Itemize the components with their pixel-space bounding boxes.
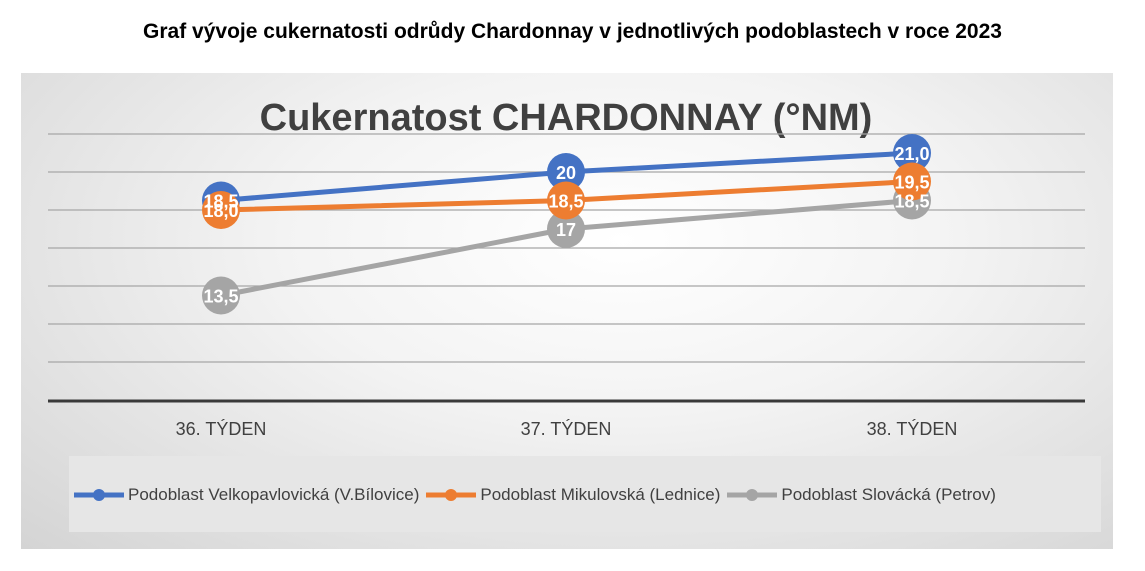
data-label: 13,5: [203, 287, 238, 307]
legend: [69, 456, 1101, 532]
legend-item: Podoblast Mikulovská (Lednice): [424, 485, 720, 505]
legend-swatch: [426, 489, 477, 501]
legend-swatch-marker: [746, 489, 759, 501]
data-label: 17: [556, 220, 576, 240]
page-title: Graf vývoje cukernatosti odrůdy Chardonn…: [143, 20, 1002, 43]
data-point: [202, 276, 240, 315]
x-tick-label: 36. TÝDEN: [176, 419, 267, 439]
data-label: 18,5: [548, 192, 583, 212]
data-label: 18,5: [203, 192, 238, 212]
x-tick-label: 38. TÝDEN: [867, 419, 958, 439]
data-label: 18,5: [894, 192, 929, 212]
legend-item: Podoblast Slovácká (Petrov): [725, 485, 996, 505]
series-layer: [202, 134, 931, 315]
data-label: 20: [556, 163, 576, 183]
legend-label: Podoblast Slovácká (Petrov): [781, 485, 996, 504]
legend-swatch-marker: [445, 489, 458, 501]
data-point: [202, 191, 240, 229]
legend-entries: Podoblast Velkopavlovická (V.Bílovice) Po…: [72, 483, 1001, 507]
data-point: [547, 153, 585, 191]
data-label: 19,5: [894, 173, 929, 193]
legend-label: Podoblast Velkopavlovická (V.Bílovice): [128, 485, 420, 504]
data-point: [893, 162, 931, 201]
data-point: [547, 210, 585, 248]
legend-swatch: [74, 489, 124, 501]
legend-label: Podoblast Mikulovská (Lednice): [480, 485, 721, 504]
data-label: 21,0: [894, 144, 929, 164]
legend-swatch-marker: [93, 489, 105, 501]
data-point: [547, 181, 585, 220]
data-label: 18,0: [203, 201, 238, 221]
legend-swatch: [727, 489, 778, 501]
chart-title: Cukernatost CHARDONNAY (°NM): [260, 97, 873, 139]
legend-item: Podoblast Velkopavlovická (V.Bílovice): [72, 485, 419, 505]
data-point: [893, 134, 931, 172]
x-tick-label: 37. TÝDEN: [521, 419, 612, 439]
x-axis: 36. TÝDEN 37. TÝDEN 38. TÝDEN: [48, 399, 1085, 439]
